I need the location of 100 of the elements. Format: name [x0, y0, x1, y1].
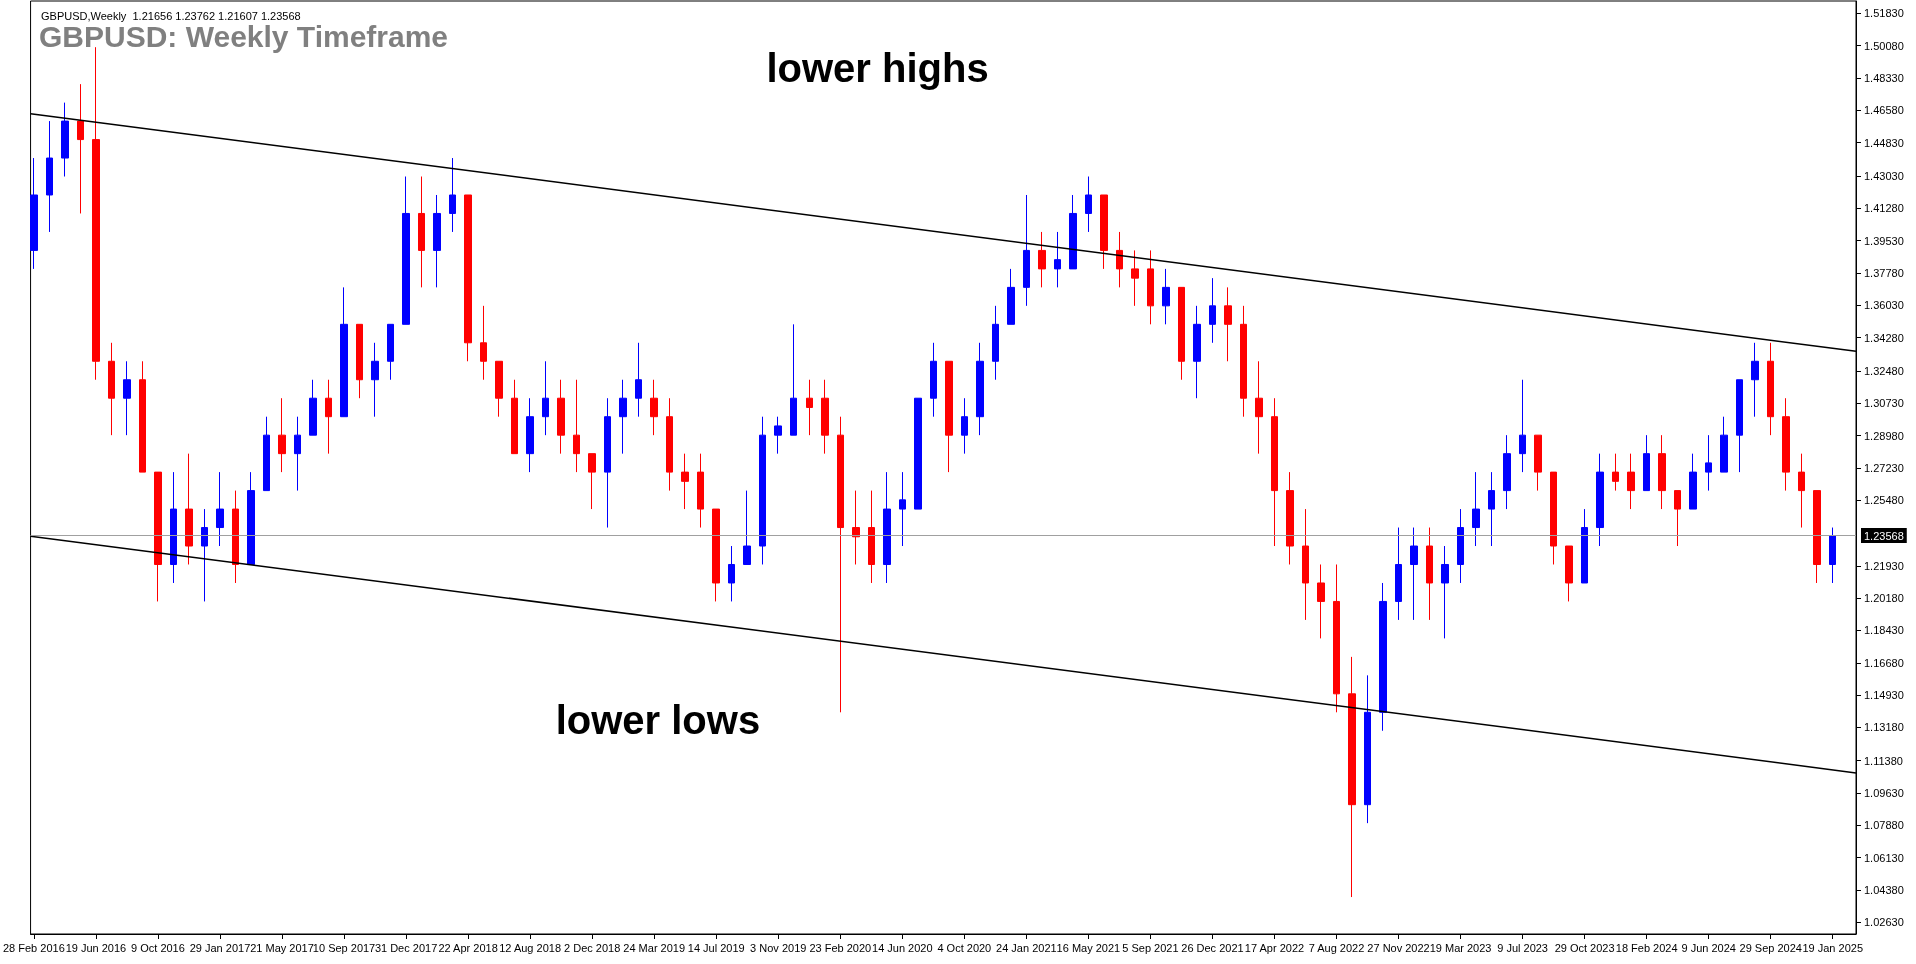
- candlestick: [976, 342, 984, 436]
- candlestick: [1627, 453, 1635, 510]
- candlestick: [1550, 471, 1557, 565]
- candlestick: [247, 471, 255, 565]
- y-tick-label: 1.02630: [1864, 916, 1904, 929]
- candlestick: [201, 508, 208, 602]
- candlestick: [387, 323, 394, 381]
- candlestick: [61, 102, 69, 178]
- candlestick: [774, 416, 782, 455]
- candlestick: [961, 397, 968, 455]
- candlestick: [154, 471, 162, 602]
- candlestick: [759, 416, 766, 565]
- candlestick: [1813, 490, 1821, 584]
- candlestick: [232, 490, 239, 584]
- candlestick: [557, 379, 565, 455]
- candlestick: [1596, 453, 1604, 547]
- candlestick: [635, 342, 642, 418]
- x-tick-label: 14 Jun 2020: [872, 941, 933, 954]
- x-tick-label: 24 Jan 2021: [996, 941, 1057, 954]
- candlestick: [1751, 342, 1759, 418]
- x-tick-label: 23 Feb 2020: [809, 941, 872, 954]
- candlestick: [945, 360, 953, 473]
- candlestick: [402, 176, 410, 325]
- candlestick: [1379, 582, 1387, 732]
- candlestick: [108, 342, 115, 436]
- y-tick-label: 1.16680: [1864, 656, 1904, 669]
- candlestick: [526, 397, 534, 473]
- y-tick-label: 1.43030: [1864, 169, 1904, 182]
- y-tick-label: 1.36030: [1864, 299, 1904, 312]
- candlestick: [992, 305, 999, 381]
- candlestick: [263, 416, 270, 492]
- candlestick: [697, 453, 704, 529]
- x-tick-label: 16 May 2021: [1056, 941, 1121, 954]
- y-tick-label: 1.14930: [1864, 689, 1904, 702]
- y-tick-label: 1.09630: [1864, 787, 1904, 800]
- x-tick-label: 29 Jan 2017: [189, 941, 251, 954]
- x-tick-label: 21 May 2017: [250, 941, 314, 954]
- annotation: lower lows: [555, 698, 761, 742]
- candlestick: [170, 471, 177, 584]
- candlestick: [418, 176, 425, 288]
- candlestick: [1736, 379, 1743, 473]
- candlestick: [1054, 231, 1061, 288]
- candlestick: [914, 397, 922, 510]
- candlestick: [1209, 277, 1216, 344]
- candlestick: [480, 305, 487, 381]
- candlestick: [1162, 268, 1170, 325]
- candlestick: [1519, 379, 1526, 473]
- x-tick-label: 27 Nov 2022: [1367, 941, 1430, 954]
- y-tick-label: 1.20180: [1864, 592, 1904, 605]
- candlestick: [1286, 471, 1294, 565]
- candlestick: [650, 379, 658, 436]
- candlestick: [1085, 176, 1092, 233]
- x-tick-label: 26 Dec 2021: [1181, 941, 1244, 954]
- y-tick-label: 1.51830: [1864, 7, 1904, 20]
- candlestick: [1488, 471, 1495, 547]
- candlestick: [868, 490, 875, 584]
- x-tick-label: 17 Apr 2022: [1244, 941, 1305, 954]
- y-tick-label: 1.06130: [1864, 851, 1904, 864]
- candlestick: [1364, 674, 1371, 824]
- y-tick-label: 1.11380: [1864, 754, 1903, 767]
- candlestick: [728, 545, 735, 602]
- candlestick: [1658, 434, 1666, 510]
- candlestick: [1333, 564, 1340, 713]
- candlestick: [30, 157, 38, 270]
- x-tick-label: 9 Jul 2023: [1497, 941, 1548, 954]
- x-tick-label: 9 Jun 2024: [1681, 941, 1736, 954]
- y-tick-label: 1.37780: [1864, 266, 1904, 279]
- y-tick-label: 1.25480: [1864, 494, 1904, 507]
- candlestick: [1348, 656, 1356, 898]
- candlestick: [325, 379, 332, 455]
- candlestick: [1705, 434, 1712, 492]
- candlestick: [573, 379, 580, 473]
- x-tick-label: 18 Feb 2024: [1615, 941, 1678, 954]
- candlestick: [1178, 286, 1185, 381]
- x-tick-label: 2 Dec 2018: [564, 941, 621, 954]
- x-tick-label: 7 Aug 2022: [1308, 941, 1365, 954]
- candlestick: [1457, 508, 1464, 584]
- x-tick-label: 12 Aug 2018: [499, 941, 562, 954]
- y-tick-label: 1.13180: [1864, 721, 1904, 734]
- candlestick: [930, 342, 937, 418]
- candlestick: [604, 397, 611, 529]
- x-tick-label: 29 Oct 2023: [1554, 941, 1615, 954]
- candlestick: [1782, 397, 1790, 492]
- y-tick-label: 1.30730: [1864, 397, 1904, 410]
- candlestick: [77, 83, 84, 214]
- candlestick: [681, 453, 689, 510]
- candlestick: [666, 397, 673, 492]
- y-tick-label: 1.27230: [1864, 461, 1904, 474]
- candlestick: [1798, 453, 1805, 529]
- candlestick: [309, 379, 317, 436]
- y-tick-label: 1.39530: [1864, 234, 1904, 247]
- candlestick: [821, 379, 829, 455]
- candlestick: [1395, 527, 1402, 621]
- candlestick: [542, 360, 549, 436]
- candlestick: [743, 490, 751, 565]
- candlestick: [1720, 416, 1728, 473]
- x-tick-label: 24 Mar 2019: [623, 941, 686, 954]
- candlestick: [433, 194, 441, 288]
- candlestick: [123, 360, 131, 436]
- x-tick-label: 4 Oct 2020: [937, 941, 992, 954]
